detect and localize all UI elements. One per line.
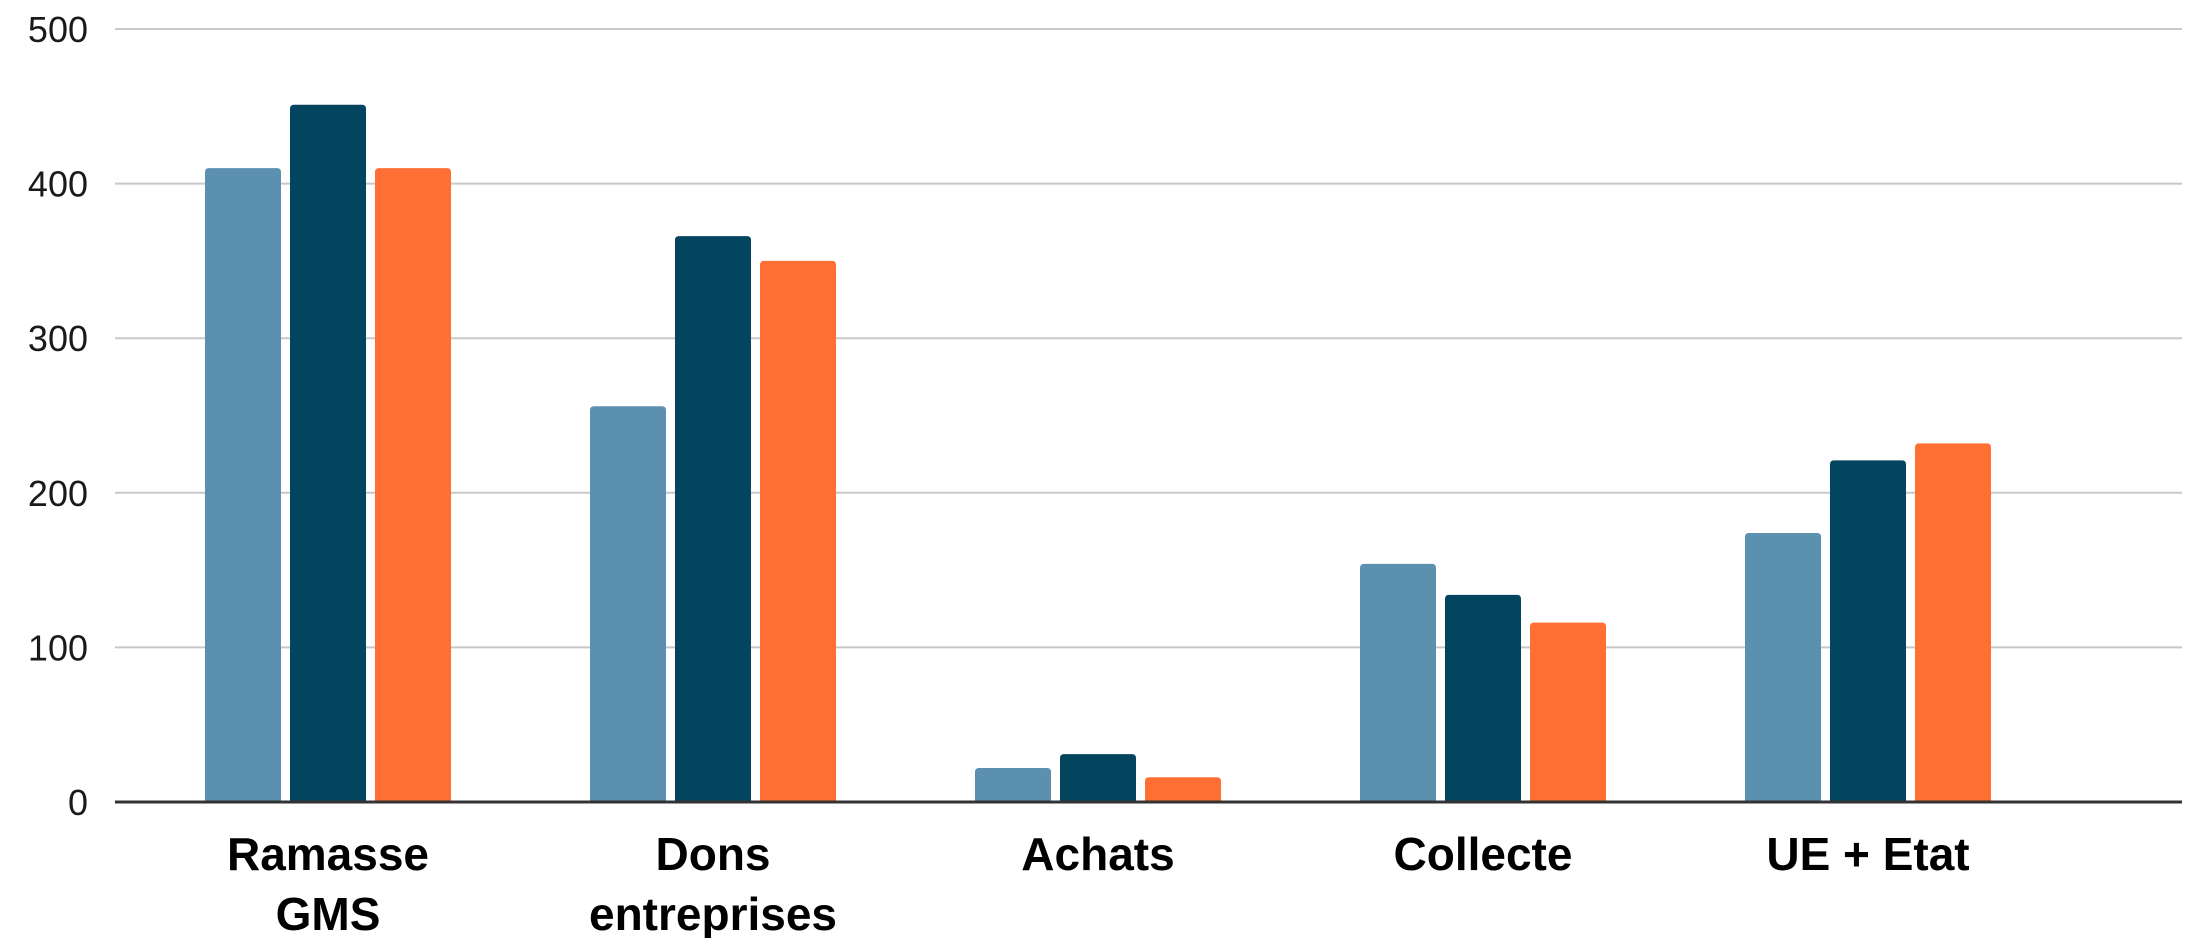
- bar-2-series-1: [590, 406, 666, 802]
- bar-3-series-3: [1145, 777, 1221, 802]
- x-axis-category-labels: Ramasse GMS Dons entreprises Achats Collecte U…: [227, 828, 1970, 938]
- bar-5-series-1: [1745, 532, 1821, 802]
- y-tick-label: 400: [28, 164, 88, 205]
- y-tick-label: 500: [28, 9, 88, 50]
- bars: [205, 104, 1991, 802]
- bar-2-series-3: [760, 260, 836, 802]
- x-tick-label: Dons: [656, 828, 771, 880]
- x-tick-label: GMS: [276, 888, 381, 938]
- y-tick-label: 300: [28, 318, 88, 359]
- y-tick-label: 200: [28, 473, 88, 514]
- bar-5-series-3: [1915, 443, 1991, 802]
- bar-4-series-1: [1360, 563, 1436, 802]
- x-tick-label: Ramasse: [227, 828, 429, 880]
- bar-3-series-2: [1060, 754, 1136, 802]
- bar-4-series-2: [1445, 594, 1521, 802]
- bar-3-series-1: [975, 767, 1051, 802]
- bar-1-series-3: [375, 168, 451, 802]
- bar-1-series-2: [290, 104, 366, 802]
- y-tick-label: 0: [68, 782, 88, 823]
- bar-4-series-3: [1530, 622, 1606, 802]
- bar-2-series-2: [675, 236, 751, 802]
- y-axis-tick-labels: 0 100 200 300 400 500: [28, 9, 88, 823]
- x-tick-label: Collecte: [1394, 828, 1573, 880]
- x-tick-label: entreprises: [589, 888, 837, 938]
- x-tick-label: Achats: [1021, 828, 1174, 880]
- bar-5-series-2: [1830, 460, 1906, 802]
- x-tick-label: UE + Etat: [1766, 828, 1969, 880]
- y-tick-label: 100: [28, 627, 88, 668]
- bar-1-series-1: [205, 168, 281, 802]
